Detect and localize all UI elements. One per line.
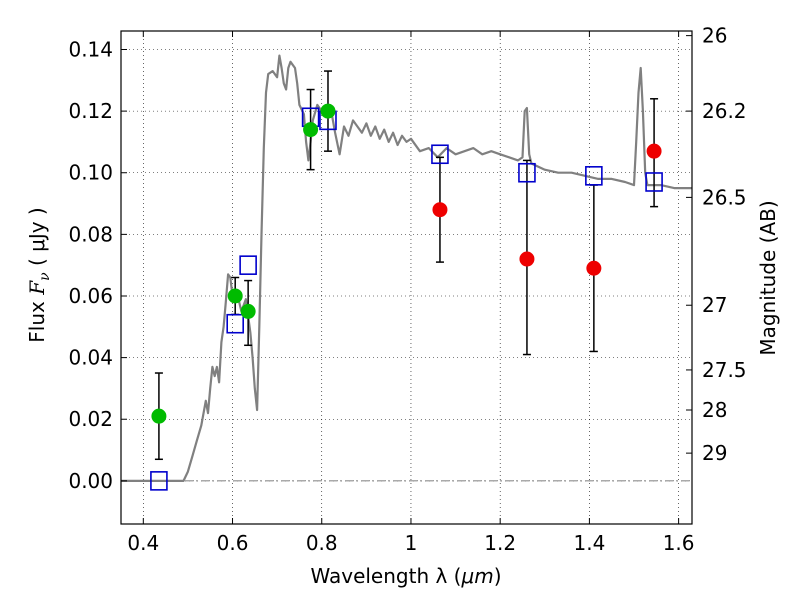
magnitude-tick-label: 26 [702, 24, 727, 48]
model-photometry-square [150, 471, 168, 491]
grid-lines [121, 31, 692, 524]
y-tick-label: 0.06 [68, 284, 113, 308]
red-data-point [646, 143, 662, 159]
y-tick-label: 0.14 [68, 37, 113, 61]
y-tick-label: 0.00 [68, 469, 113, 493]
magnitude-tick-label: 27.5 [702, 358, 747, 382]
x-axis-label: Wavelength λ (μm) [310, 564, 501, 588]
magnitude-tick-label: 27 [702, 293, 727, 317]
green-data-point [320, 103, 336, 119]
spectrum-line [121, 54, 692, 482]
model-photometry-square [645, 172, 663, 192]
x-tick-label: 0.4 [127, 531, 159, 555]
model-photometry-square [585, 166, 603, 186]
magnitude-tick-label: 28 [702, 398, 727, 422]
x-tick-label: 1.2 [484, 531, 516, 555]
y-axis-label: Flux Fν ( μJy ) [25, 207, 53, 342]
x-tick-label: 0.6 [217, 531, 249, 555]
magnitude-tick-label: 26.2 [702, 99, 747, 123]
x-tick-label: 1.6 [663, 531, 695, 555]
model-photometry-square [239, 255, 257, 275]
y-tick-label: 0.10 [68, 161, 113, 185]
red-data-point [586, 260, 602, 276]
plot-data [121, 54, 692, 491]
plot-frame [120, 30, 693, 525]
y-tick-label: 0.04 [68, 346, 113, 370]
y-tick-label: 0.08 [68, 222, 113, 246]
y-tick-label: 0.12 [68, 99, 113, 123]
model-photometry-square [226, 313, 244, 334]
magnitude-axis-label: Magnitude (AB) [756, 200, 780, 355]
green-data-point [151, 408, 167, 424]
magnitude-tick-label: 29 [702, 441, 727, 465]
magnitude-tick-label: 26.5 [702, 185, 747, 209]
model-photometry-square [431, 144, 449, 165]
green-data-point [240, 303, 256, 319]
red-data-point [432, 202, 448, 218]
x-tick-label: 0.8 [306, 531, 338, 555]
green-data-point [303, 122, 319, 138]
red-data-point [519, 251, 535, 267]
x-tick-label: 1 [405, 531, 418, 555]
green-data-point [227, 288, 243, 304]
axis-ticks: 0.4 0.6 0.8 1 1.2 1.4 1.6 0.00 0.02 0.04 0.06 0.08 0… [68, 24, 746, 555]
y-tick-label: 0.02 [68, 407, 113, 431]
x-tick-label: 1.4 [573, 531, 605, 555]
model-photometry-square [518, 162, 536, 183]
